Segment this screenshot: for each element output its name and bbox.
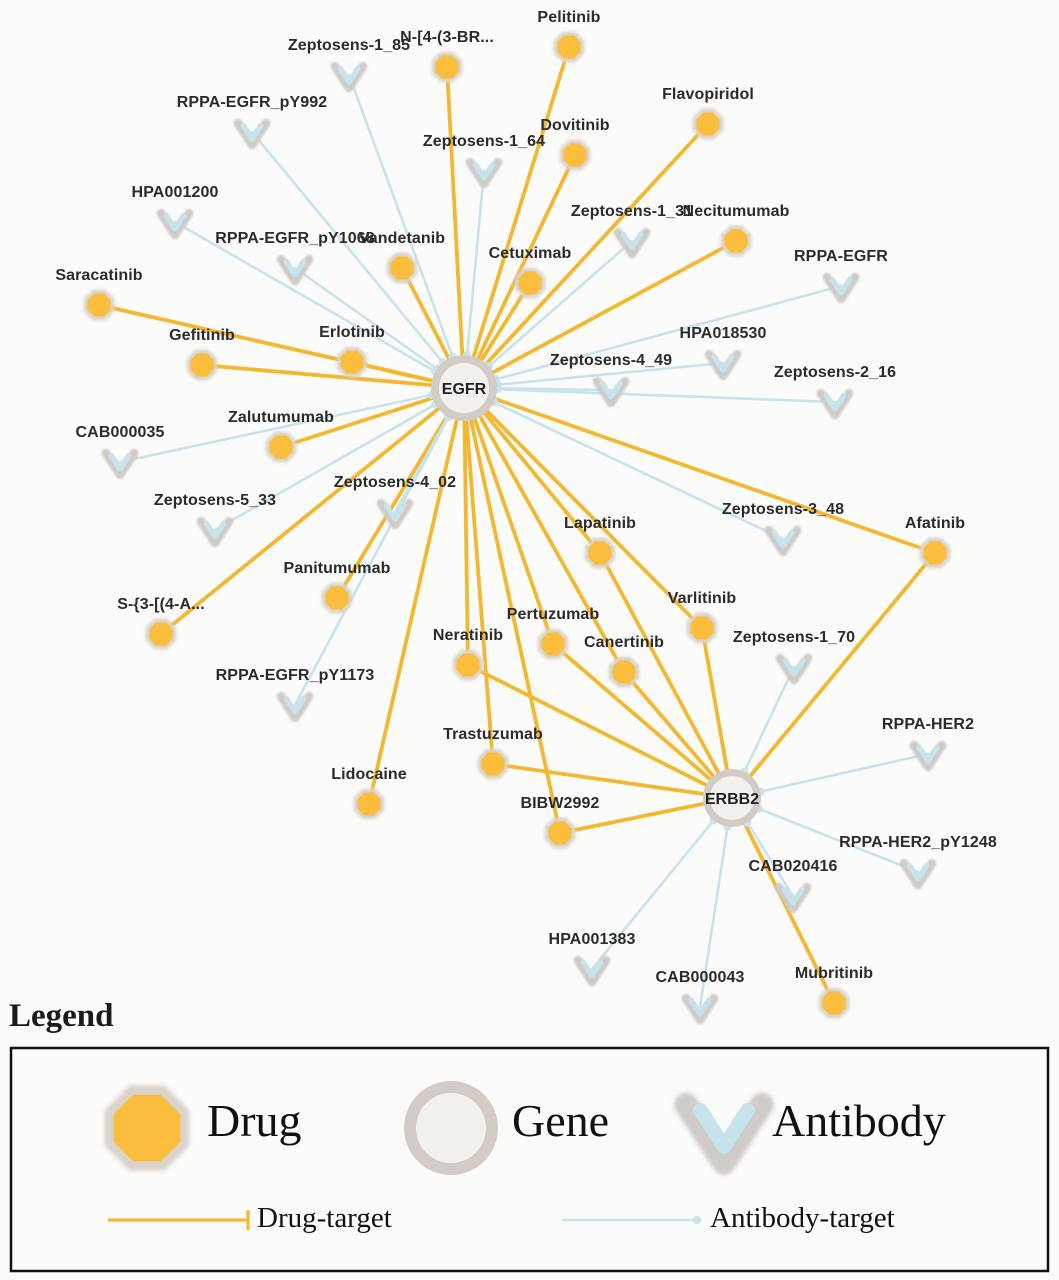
svg-text:ERBB2: ERBB2 [705,791,759,808]
svg-text:EGFR: EGFR [442,381,487,398]
